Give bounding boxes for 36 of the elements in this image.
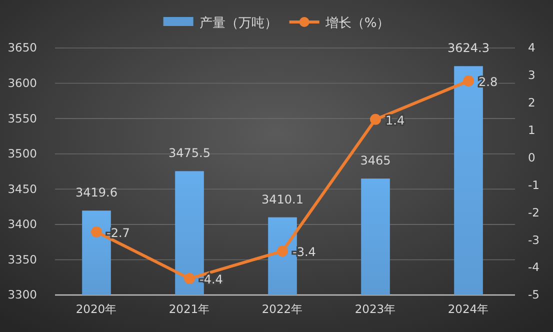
y2-tick-label: -4	[528, 260, 540, 274]
x-tick-label: 2024年	[448, 302, 490, 316]
point	[184, 273, 195, 284]
point	[370, 114, 381, 125]
y2-tick-label: -5	[528, 288, 540, 302]
y-tick-label: 3600	[8, 76, 37, 90]
x-tick-label: 2023年	[354, 302, 396, 316]
y-tick-label: 3650	[8, 40, 37, 55]
y-tick-label: 3500	[8, 146, 37, 161]
legend-label: 增长（%）	[324, 16, 390, 31]
data-label: 3475.5	[168, 146, 210, 160]
data-label: 3465	[360, 154, 391, 168]
y2-tick-label: 2	[528, 96, 536, 110]
x-tick-label: 2021年	[168, 302, 210, 316]
y-tick-label: 3300	[8, 288, 37, 302]
point	[91, 226, 102, 238]
y2-tick-label: 0	[528, 150, 536, 164]
legend-label: 产量（万吨）	[199, 16, 278, 31]
y-tick-label: 3450	[8, 182, 37, 196]
y2-tick-label: -3	[528, 232, 540, 247]
y-tick-label: 3400	[8, 217, 37, 232]
x-tick-label: 2020年	[76, 302, 118, 316]
point	[277, 246, 288, 257]
x-tick-label: 2022年	[262, 302, 304, 316]
y2-tick-label: 3	[528, 68, 536, 82]
y-tick-label: 3350	[8, 252, 37, 266]
data-label: 1.4	[386, 113, 405, 128]
y2-tick-label: 4	[528, 40, 536, 55]
point	[463, 75, 474, 86]
data-label: 3624.3	[448, 41, 490, 56]
y2-tick-label: -2	[528, 205, 540, 220]
data-label: 3410.1	[262, 192, 304, 206]
y2-tick-label: 1	[528, 123, 536, 138]
y-tick-label: 3550	[8, 111, 37, 126]
data-label: 3419.6	[76, 186, 118, 200]
y2-tick-label: -1	[528, 178, 540, 192]
